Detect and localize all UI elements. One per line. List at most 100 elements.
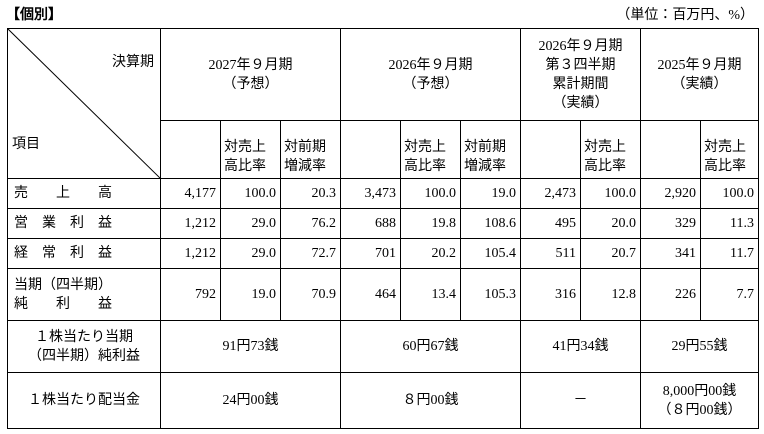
period-header: 2026年９月期 第３四半期累計期間 （実績） bbox=[520, 28, 641, 121]
text-line: １株当たり当期 bbox=[35, 329, 133, 345]
title: 【個別】 bbox=[6, 8, 62, 23]
text-line: （予想） bbox=[402, 76, 459, 92]
row-label: 経 常 利 益 bbox=[7, 238, 161, 269]
value-cell: 105.3 bbox=[460, 268, 521, 321]
subheader: 対前期 増減率 bbox=[460, 120, 521, 179]
text-line: 対売上 bbox=[584, 140, 626, 155]
subheader: 対売上 高比率 bbox=[580, 120, 641, 179]
text-line: 2026年９月期 bbox=[538, 38, 623, 54]
value-cell: － bbox=[520, 372, 641, 429]
value-cell: 100.0 bbox=[700, 178, 759, 209]
text-line: 8,000円00銭 bbox=[662, 383, 737, 399]
value-cell: 19.8 bbox=[400, 208, 461, 239]
value-cell: 72.7 bbox=[280, 238, 341, 269]
value-cell: ８円00銭 bbox=[340, 372, 521, 429]
text-line: ８円00銭 bbox=[402, 393, 459, 408]
text-line: 当期（四半期） bbox=[14, 277, 112, 293]
value-cell: 70.9 bbox=[280, 268, 341, 321]
value-cell: 105.4 bbox=[460, 238, 521, 269]
value-cell: 316 bbox=[520, 268, 581, 321]
value-cell: 20.7 bbox=[580, 238, 641, 269]
data-row: 経 常 利 益 1,212 29.0 72.7 701 20.2 105.4 511 20.7 3… bbox=[7, 238, 759, 269]
value-cell: 19.0 bbox=[220, 268, 281, 321]
value-cell: 60円67銭 bbox=[340, 320, 521, 373]
text-line: 売 上 高 bbox=[14, 186, 112, 201]
text-line: 増減率 bbox=[284, 159, 326, 174]
value-cell: 1,212 bbox=[160, 238, 221, 269]
subheader: 対売上 高比率 bbox=[700, 120, 759, 179]
period-header: 2025年９月期 （実績） bbox=[640, 28, 759, 121]
text-line: （実績） bbox=[671, 76, 728, 92]
text-line: 高比率 bbox=[224, 159, 266, 174]
text-line: 2027年９月期 bbox=[208, 57, 293, 73]
text-line: 対売上 bbox=[704, 140, 746, 155]
value-cell: 24円00銭 bbox=[160, 372, 341, 429]
text-line: 41円34銭 bbox=[552, 339, 609, 354]
cell bbox=[340, 120, 401, 179]
text-line: 営 業 利 益 bbox=[14, 216, 112, 231]
row-label: 営 業 利 益 bbox=[7, 208, 161, 239]
corner-cell: 決算期 項目 bbox=[7, 28, 161, 179]
text-line: 第３四半期 bbox=[545, 57, 616, 73]
value-cell: 226 bbox=[640, 268, 701, 321]
value-cell: 29円55銭 bbox=[640, 320, 759, 373]
value-cell: 29.0 bbox=[220, 238, 281, 269]
value-cell: 41円34銭 bbox=[520, 320, 641, 373]
row-label: 当期（四半期） 純 利 益 bbox=[7, 268, 161, 321]
value-cell: 4,177 bbox=[160, 178, 221, 209]
text-line: （予想） bbox=[222, 76, 279, 92]
cell bbox=[640, 120, 701, 179]
value-cell: 1,212 bbox=[160, 208, 221, 239]
item-label: 項目 bbox=[12, 137, 40, 152]
value-cell: 76.2 bbox=[280, 208, 341, 239]
text-line: 対前期 bbox=[284, 140, 326, 155]
text-line: 純 利 益 bbox=[14, 296, 112, 312]
results-table: 決算期 項目 2027年９月期 （予想） 2026年９月期 （予想） 2026年９月… bbox=[7, 28, 759, 429]
period-label: 決算期 bbox=[112, 55, 154, 70]
period-header: 2027年９月期 （予想） bbox=[160, 28, 341, 121]
text-line: 増減率 bbox=[464, 159, 506, 174]
value-cell: 108.6 bbox=[460, 208, 521, 239]
value-cell: 688 bbox=[340, 208, 401, 239]
text-line: 対売上 bbox=[404, 140, 446, 155]
value-cell: 701 bbox=[340, 238, 401, 269]
value-cell: 20.3 bbox=[280, 178, 341, 209]
value-cell: 20.0 bbox=[580, 208, 641, 239]
text-line: 対売上 bbox=[224, 140, 266, 155]
unit-note: （単位：百万円、%） bbox=[616, 8, 754, 23]
row-label: １株当たり配当金 bbox=[7, 372, 161, 429]
data-row: 売 上 高 4,177 100.0 20.3 3,473 100.0 19.0 2,473 10… bbox=[7, 178, 759, 209]
text-line: 2025年９月期 bbox=[657, 57, 742, 73]
text-line: （四半期）純利益 bbox=[28, 348, 140, 364]
text-line: 高比率 bbox=[584, 159, 626, 174]
row-label: 売 上 高 bbox=[7, 178, 161, 209]
value-cell: 100.0 bbox=[580, 178, 641, 209]
value-cell: 91円73銭 bbox=[160, 320, 341, 373]
value-cell: 3,473 bbox=[340, 178, 401, 209]
value-cell: 29.0 bbox=[220, 208, 281, 239]
text-line: － bbox=[573, 393, 588, 408]
text-line: （８円00銭） bbox=[657, 402, 742, 418]
period-header: 2026年９月期 （予想） bbox=[340, 28, 521, 121]
data-row: 営 業 利 益 1,212 29.0 76.2 688 19.8 108.6 495 20.0 3… bbox=[7, 208, 759, 239]
text-line: 2026年９月期 bbox=[388, 57, 473, 73]
subheader-row: 対売上高比率 対前期増減率 対売上高比率 対前期増減率 対売上高比率 対売上高比… bbox=[8, 120, 759, 179]
value-cell: 13.4 bbox=[400, 268, 461, 321]
text-line: 60円67銭 bbox=[402, 339, 459, 354]
diagonal bbox=[8, 29, 160, 178]
header-row: 決算期 項目 2027年９月期 （予想） 2026年９月期 （予想） 2026年９月… bbox=[7, 28, 759, 179]
text-line: 高比率 bbox=[404, 159, 446, 174]
value-cell: 8,000円00銭 （８円00銭） bbox=[640, 372, 759, 429]
text-line: 高比率 bbox=[704, 159, 746, 174]
text-line: 累計期間 bbox=[552, 76, 609, 92]
cell bbox=[160, 120, 221, 179]
value-cell: 495 bbox=[520, 208, 581, 239]
value-cell: 341 bbox=[640, 238, 701, 269]
text-line: 対前期 bbox=[464, 140, 506, 155]
text-line: （実績） bbox=[552, 95, 609, 111]
text-line: 29円55銭 bbox=[671, 339, 728, 354]
value-cell: 464 bbox=[340, 268, 401, 321]
value-cell: 12.8 bbox=[580, 268, 641, 321]
text-line: 経 常 利 益 bbox=[14, 246, 112, 261]
